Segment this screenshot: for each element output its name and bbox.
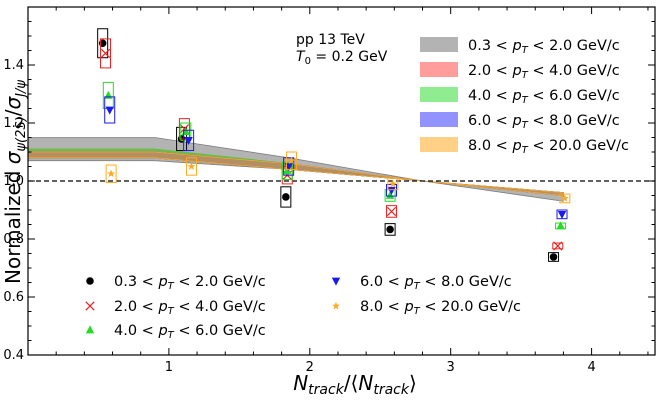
data-point (184, 137, 193, 146)
marker-legend-symbol (86, 277, 94, 285)
band-4 (27, 151, 564, 196)
band-legend-label: 8.0 < pT < 20.0 GeV/c (468, 138, 629, 156)
data-point (283, 166, 292, 175)
data-point (553, 241, 563, 251)
band-legend-swatch (420, 37, 458, 52)
band-legend-label: 6.0 < pT < 8.0 GeV/c (468, 113, 620, 131)
data-point (557, 210, 567, 219)
marker-legend-symbol (85, 325, 95, 334)
sys-box (281, 161, 293, 181)
y-tick-label: 0.4 (3, 348, 24, 363)
data-point (104, 90, 113, 99)
band-legend-swatch (420, 87, 458, 102)
y-tick-label: 0.8 (3, 232, 24, 247)
marker-legend-label: 8.0 < pT < 20.0 GeV/c (360, 299, 521, 317)
points-layer (97, 28, 571, 262)
marker-legend-symbol (85, 301, 95, 311)
band-legend-label: 0.3 < pT < 2.0 GeV/c (468, 38, 620, 56)
sys-box (283, 157, 295, 176)
annotation-line-2: T0 = 0.2 GeV (296, 49, 388, 67)
band-legend-swatch (420, 137, 458, 152)
data-point (105, 106, 114, 115)
y-tick-label: 1.2 (3, 116, 24, 131)
sys-box (285, 151, 297, 170)
band-legend-swatch (420, 112, 458, 127)
marker-legend-label: 0.3 < pT < 2.0 GeV/c (114, 274, 266, 292)
sys-box (105, 164, 117, 183)
sys-box (559, 193, 571, 204)
sys-box (552, 242, 564, 250)
y-tick-label: 1.0 (3, 174, 24, 189)
annotation-line-1: pp 13 TeV (296, 32, 365, 48)
marker-legend-symbol (331, 277, 341, 286)
ticks-layer: 1 2 3 4 0.6 0.8 1.0 1.2 1.4 0.4 (3, 7, 655, 375)
data-point (187, 162, 196, 170)
marker-legend: 0.3 < pT < 2.0 GeV/c 2.0 < pT < 4.0 GeV/c… (85, 274, 521, 341)
x-tick-label: 1 (165, 360, 173, 375)
x-tick-label: 4 (587, 360, 595, 375)
x-tick-label: 3 (447, 360, 455, 375)
data-point (387, 186, 396, 195)
data-point (100, 48, 111, 59)
sys-box (280, 186, 292, 208)
sys-box (180, 122, 192, 141)
data-point (556, 221, 565, 230)
marker-legend-label: 4.0 < pT < 6.0 GeV/c (114, 323, 266, 341)
data-point (388, 179, 397, 188)
x-tick-label: 2 (306, 360, 314, 375)
y-axis-title: Normalized σψ(2S)/σJ/ψ (1, 80, 29, 284)
sys-box (97, 28, 109, 59)
y-tick-label: 1.4 (3, 58, 24, 73)
band-legend-swatch (420, 62, 458, 77)
data-point (287, 156, 296, 165)
band-legend-label: 2.0 < pT < 4.0 GeV/c (468, 63, 620, 81)
marker-legend-label: 6.0 < pT < 8.0 GeV/c (360, 274, 512, 292)
data-point (549, 253, 558, 261)
sys-box (185, 157, 197, 176)
x-axis-title: Ntrack/⟨Ntrack⟩ (293, 371, 417, 398)
data-point (282, 193, 290, 201)
data-point (386, 225, 394, 234)
data-point (386, 206, 397, 217)
sys-box (384, 223, 396, 236)
marker-legend-label: 2.0 < pT < 4.0 GeV/c (114, 299, 266, 317)
data-point (107, 169, 116, 178)
sys-box (99, 38, 111, 69)
sys-box (178, 118, 190, 140)
sys-box (386, 205, 398, 218)
sys-box (548, 252, 560, 262)
band-legend: 0.3 < pT < 2.0 GeV/c 2.0 < pT < 4.0 GeV/c… (420, 37, 629, 156)
sys-box (183, 129, 195, 152)
data-point (560, 194, 569, 202)
marker-legend-symbol (332, 301, 340, 310)
y-tick-label: 0.6 (3, 290, 24, 305)
data-point (385, 190, 395, 199)
sys-box (387, 177, 399, 191)
band-legend-label: 4.0 < pT < 6.0 GeV/c (468, 88, 620, 106)
sys-box (104, 96, 116, 124)
